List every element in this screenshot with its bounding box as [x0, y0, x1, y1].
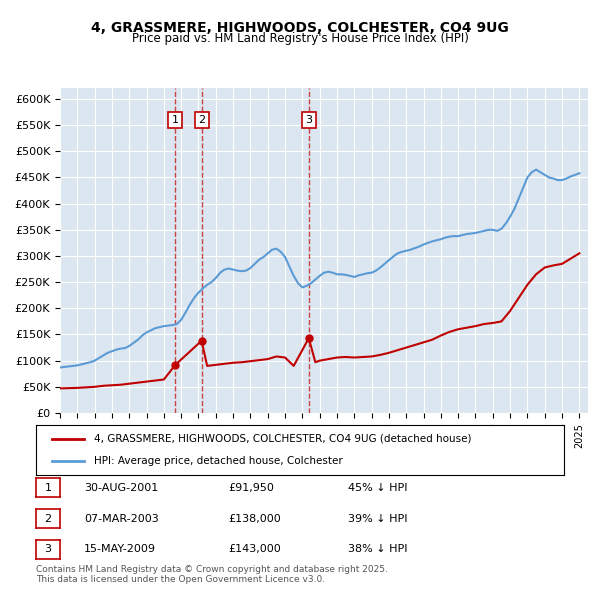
- Text: 15-MAY-2009: 15-MAY-2009: [84, 545, 156, 554]
- Text: 4, GRASSMERE, HIGHWOODS, COLCHESTER, CO4 9UG (detached house): 4, GRASSMERE, HIGHWOODS, COLCHESTER, CO4…: [94, 434, 472, 444]
- Text: Price paid vs. HM Land Registry's House Price Index (HPI): Price paid vs. HM Land Registry's House …: [131, 32, 469, 45]
- Text: 38% ↓ HPI: 38% ↓ HPI: [348, 545, 407, 554]
- Text: £143,000: £143,000: [228, 545, 281, 554]
- Text: 3: 3: [305, 115, 312, 125]
- Text: 39% ↓ HPI: 39% ↓ HPI: [348, 514, 407, 523]
- Text: HPI: Average price, detached house, Colchester: HPI: Average price, detached house, Colc…: [94, 456, 343, 466]
- Text: 07-MAR-2003: 07-MAR-2003: [84, 514, 159, 523]
- Text: 30-AUG-2001: 30-AUG-2001: [84, 483, 158, 493]
- Text: 45% ↓ HPI: 45% ↓ HPI: [348, 483, 407, 493]
- Text: 1: 1: [44, 483, 52, 493]
- Text: 1: 1: [172, 115, 179, 125]
- Text: 2: 2: [198, 115, 205, 125]
- Text: Contains HM Land Registry data © Crown copyright and database right 2025.
This d: Contains HM Land Registry data © Crown c…: [36, 565, 388, 584]
- Text: 4, GRASSMERE, HIGHWOODS, COLCHESTER, CO4 9UG: 4, GRASSMERE, HIGHWOODS, COLCHESTER, CO4…: [91, 21, 509, 35]
- Text: 3: 3: [44, 545, 52, 554]
- Text: £138,000: £138,000: [228, 514, 281, 523]
- Text: £91,950: £91,950: [228, 483, 274, 493]
- Text: 2: 2: [44, 514, 52, 523]
